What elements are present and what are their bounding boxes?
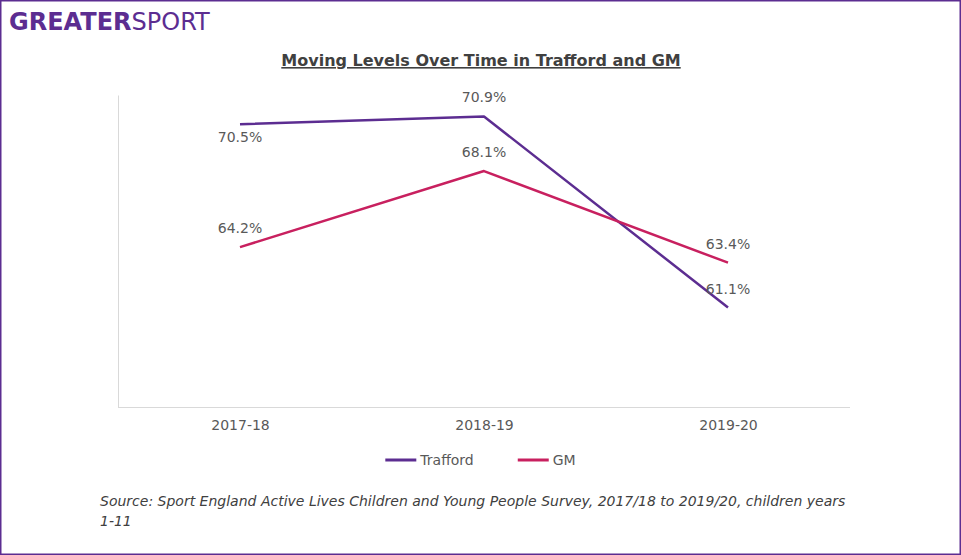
- x-axis: 2017-18 2018-19 2019-20: [118, 407, 850, 433]
- data-labels: 70.5% 70.9% 61.1% 64.2% 68.1% 63.4%: [218, 89, 750, 296]
- data-label: 70.5%: [218, 129, 262, 145]
- series-line: [240, 171, 728, 263]
- frame: [1, 1, 961, 555]
- x-axis-line: [118, 407, 850, 408]
- data-label: 64.2%: [218, 220, 262, 236]
- legend-item: Trafford: [385, 452, 473, 468]
- data-label: 70.9%: [462, 89, 506, 105]
- y-axis-line: [118, 96, 119, 408]
- data-label: 61.1%: [706, 281, 750, 297]
- x-tick-label: 2019-20: [699, 417, 758, 433]
- source-note: Source: Sport England Active Lives Child…: [100, 493, 845, 529]
- data-label: 63.4%: [706, 236, 750, 252]
- logo-part: GREATER: [9, 8, 132, 36]
- x-tick: 2017-18: [211, 407, 270, 433]
- logo: GREATERSPORT: [9, 8, 210, 36]
- data-label: 68.1%: [462, 144, 506, 160]
- plot-area: [240, 116, 728, 307]
- source-line: Source: Sport England Active Lives Child…: [100, 493, 845, 509]
- logo-part: SPORT: [132, 8, 211, 36]
- legend-swatch: [518, 459, 549, 462]
- source-line: 1-11: [100, 513, 132, 529]
- legend-swatch: [385, 459, 416, 462]
- legend-item: GM: [518, 452, 576, 468]
- legend-label: GM: [553, 452, 576, 468]
- y-axis: [118, 96, 119, 408]
- x-tick: 2018-19: [455, 407, 514, 433]
- chart: GREATERSPORT Moving Levels Over Time in T…: [0, 0, 961, 555]
- x-tick: 2019-20: [699, 407, 758, 433]
- series-line: [240, 116, 728, 307]
- title: Moving Levels Over Time in Trafford and …: [281, 51, 680, 70]
- legend: Trafford GM: [385, 452, 575, 468]
- x-tick-label: 2017-18: [211, 417, 270, 433]
- legend-label: Trafford: [419, 452, 473, 468]
- x-tick-label: 2018-19: [455, 417, 514, 433]
